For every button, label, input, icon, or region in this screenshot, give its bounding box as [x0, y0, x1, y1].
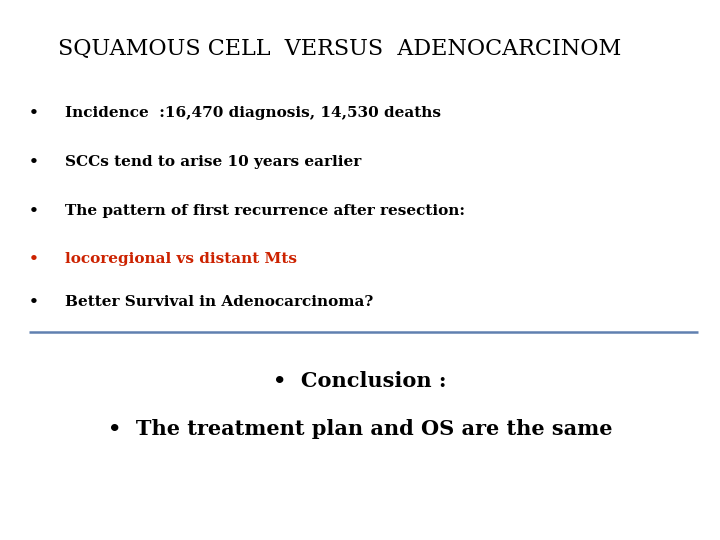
- Text: SCCs tend to arise 10 years earlier: SCCs tend to arise 10 years earlier: [65, 155, 361, 169]
- Text: •: •: [29, 295, 39, 309]
- Text: •  The treatment plan and OS are the same: • The treatment plan and OS are the same: [108, 419, 612, 440]
- Text: The pattern of first recurrence after resection:: The pattern of first recurrence after re…: [65, 204, 465, 218]
- Text: Incidence  :16,470 diagnosis, 14,530 deaths: Incidence :16,470 diagnosis, 14,530 deat…: [65, 106, 441, 120]
- Text: Better Survival in Adenocarcinoma?: Better Survival in Adenocarcinoma?: [65, 295, 373, 309]
- Text: •: •: [29, 204, 39, 218]
- Text: SQUAMOUS CELL  VERSUS  ADENOCARCINOM: SQUAMOUS CELL VERSUS ADENOCARCINOM: [58, 38, 621, 60]
- Text: •: •: [29, 252, 39, 266]
- Text: •  Conclusion :: • Conclusion :: [274, 370, 446, 391]
- Text: •: •: [29, 155, 39, 169]
- Text: locoregional vs distant Mts: locoregional vs distant Mts: [65, 252, 297, 266]
- Text: •: •: [29, 106, 39, 120]
